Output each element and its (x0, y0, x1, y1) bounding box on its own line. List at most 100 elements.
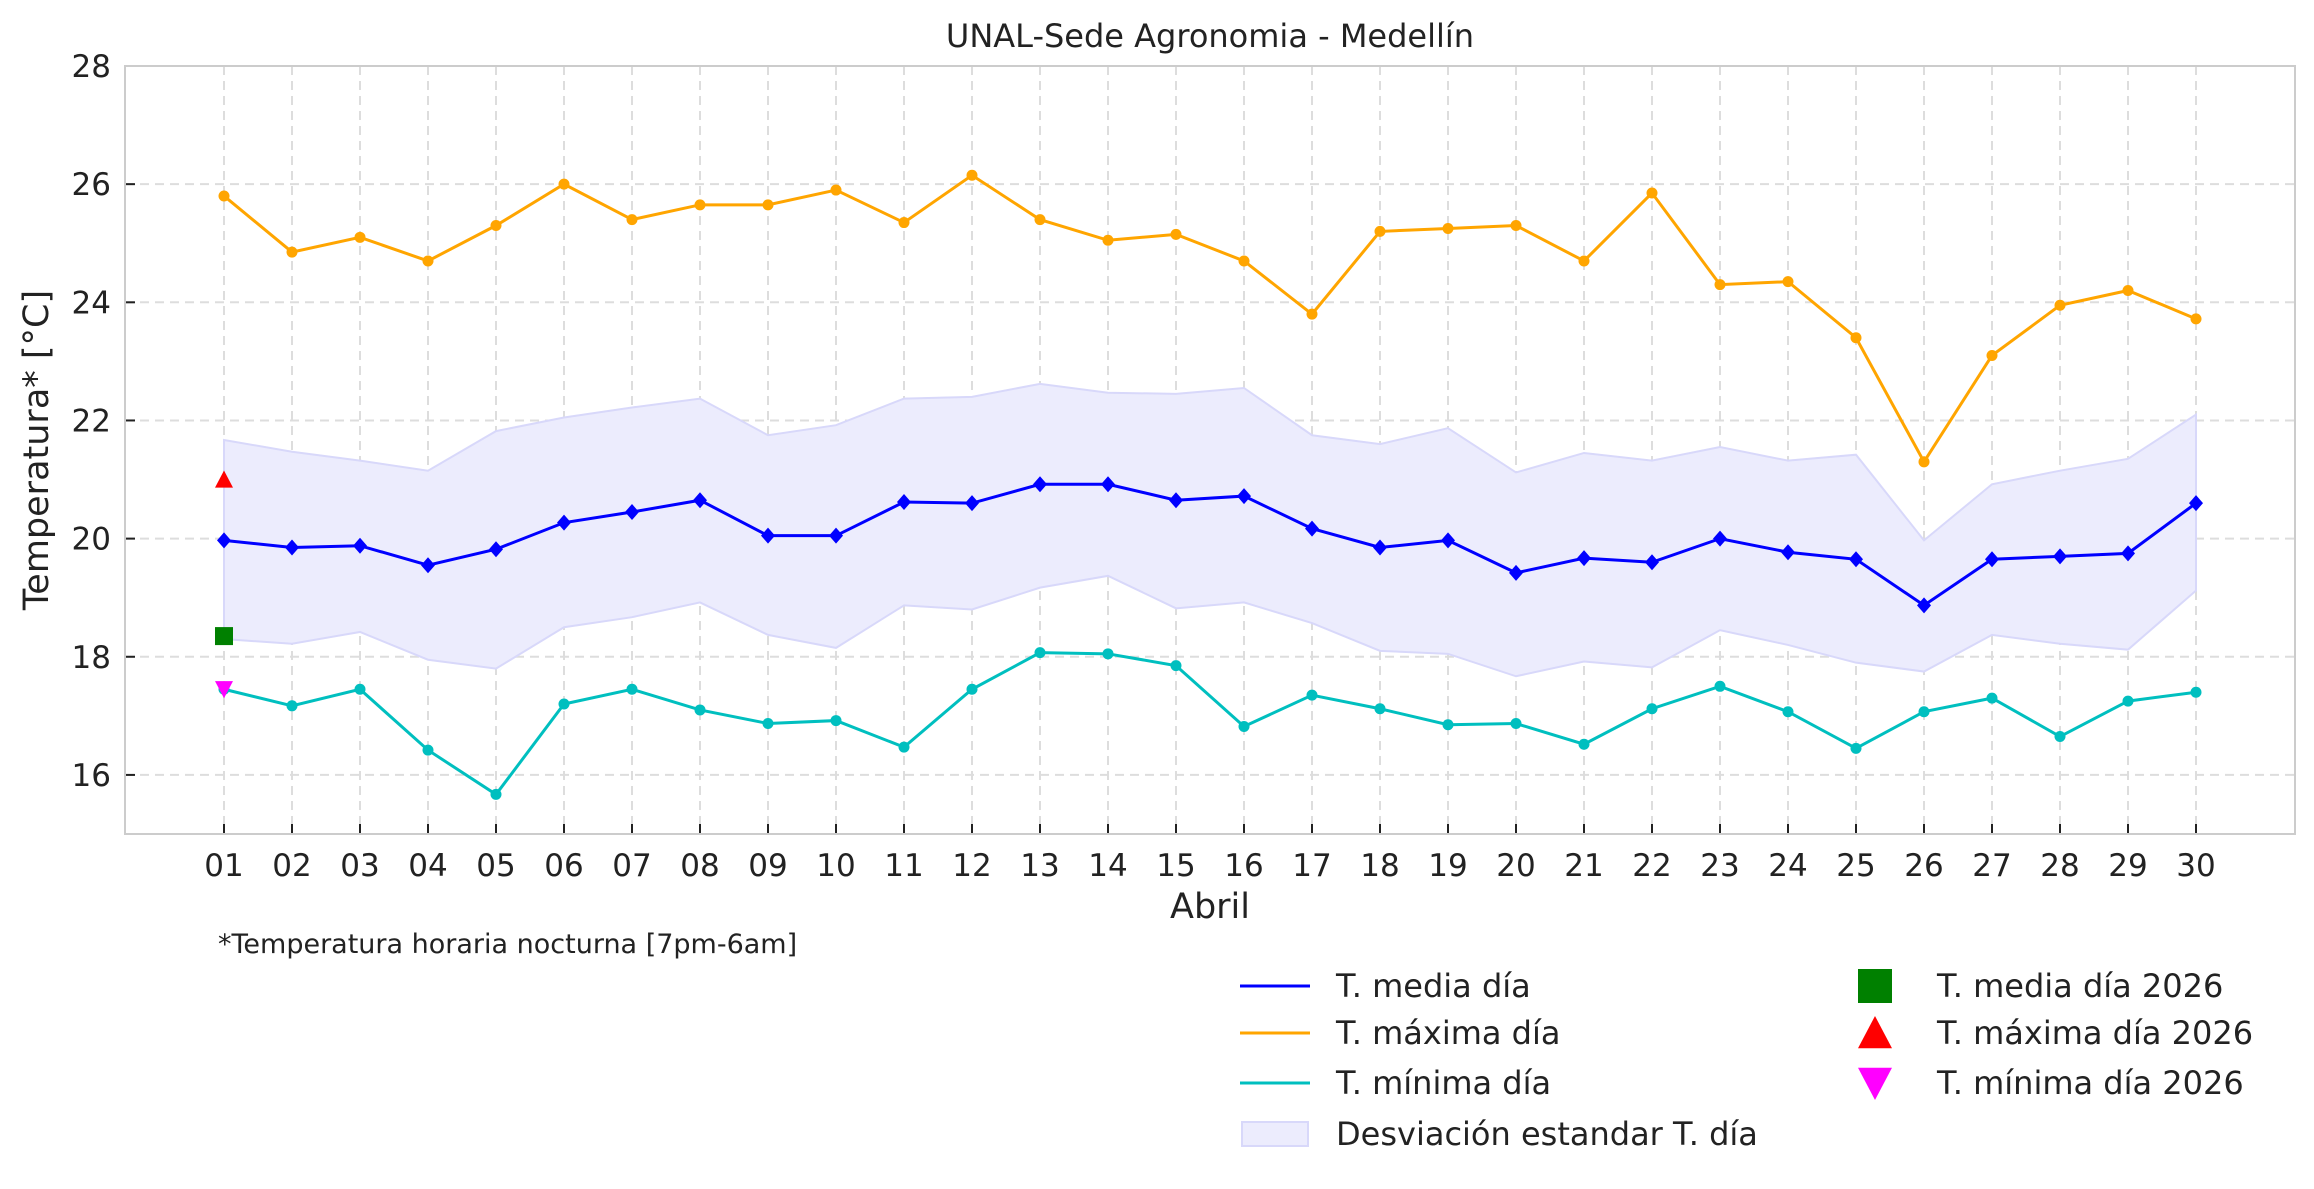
data-point (1850, 332, 1862, 344)
y-tick-label: 26 (72, 167, 111, 203)
x-tick-label: 17 (1292, 848, 1331, 884)
x-tick-label: 29 (2108, 848, 2147, 884)
legend: T. media día T. máxima día T. mínima día De… (1240, 967, 2253, 1153)
data-point (1102, 234, 1114, 246)
data-point (558, 698, 570, 710)
data-point (1374, 225, 1386, 237)
legend-label: T. máxima día 2026 (1936, 1014, 2253, 1052)
data-point (1102, 648, 1114, 660)
data-point (1238, 720, 1250, 732)
data-point (1306, 308, 1318, 320)
y-tick-label: 20 (72, 522, 111, 558)
data-point (217, 532, 231, 549)
data-point (422, 255, 434, 267)
footnote: *Temperatura horaria nocturna [7pm-6am] (218, 929, 797, 960)
data-point (2053, 548, 2067, 565)
data-point (489, 541, 503, 558)
std-deviation-band (223, 382, 2197, 678)
x-tick-label: 20 (1496, 848, 1535, 884)
data-point (557, 514, 571, 531)
x-tick-label: 09 (748, 848, 787, 884)
chart-title: UNAL-Sede Agronomia - Medellín (946, 17, 1474, 55)
data-point (286, 246, 298, 258)
data-point (2121, 545, 2135, 562)
data-point (626, 683, 638, 695)
data-point (1510, 718, 1522, 730)
data-point (490, 220, 502, 232)
x-tick-label: 05 (476, 848, 515, 884)
data-point (2054, 299, 2066, 311)
x-tick-label: 08 (680, 848, 719, 884)
data-point (1917, 597, 1931, 614)
legend-label: T. mínima día (1335, 1064, 1551, 1102)
data-point (2190, 313, 2202, 325)
data-point (2190, 686, 2202, 698)
data-point (626, 214, 638, 226)
data-point (830, 184, 842, 196)
legend-label: T. máxima día (1335, 1014, 1560, 1052)
data-point (1646, 703, 1658, 715)
data-point (898, 217, 910, 229)
data-point (1714, 279, 1726, 291)
data-point (421, 557, 435, 574)
x-tick-label: 02 (272, 848, 311, 884)
data-point (1986, 692, 1998, 704)
x-axis-label: Abril (1170, 887, 1250, 927)
series-mean (217, 476, 2203, 614)
x-tick-label: 14 (1088, 848, 1127, 884)
x-tick-label: 06 (544, 848, 583, 884)
x-tick-label: 24 (1768, 848, 1807, 884)
data-point (1714, 680, 1726, 692)
data-point (1033, 476, 1047, 493)
data-point (1374, 703, 1386, 715)
legend-label: T. media día 2026 (1936, 967, 2223, 1005)
x-tick-label: 10 (816, 848, 855, 884)
series-line (223, 651, 2197, 797)
y-tick-label: 24 (72, 285, 111, 321)
data-point (1849, 551, 1863, 568)
data-point (1237, 488, 1251, 505)
data-point (829, 527, 843, 544)
data-point (1442, 222, 1454, 234)
x-tick-label: 01 (204, 848, 243, 884)
data-point (1646, 187, 1658, 199)
data-point (353, 537, 367, 554)
data-point (218, 190, 230, 202)
x-tick-label: 16 (1224, 848, 1263, 884)
data-point (693, 492, 707, 509)
y-tick-label: 28 (72, 49, 111, 85)
data-point (1578, 738, 1590, 750)
data-point (761, 527, 775, 544)
legend-swatch (1241, 1121, 1309, 1147)
data-point (2122, 284, 2134, 296)
data-point (897, 493, 911, 510)
point-2026 (215, 627, 233, 646)
data-point (762, 718, 774, 730)
data-point (1578, 255, 1590, 267)
data-point (490, 788, 502, 800)
data-point (354, 231, 366, 243)
x-tick-label: 30 (2176, 848, 2215, 884)
x-tick-label: 28 (2040, 848, 2079, 884)
data-point (1306, 689, 1318, 701)
series-max (218, 169, 2202, 468)
data-point (1985, 551, 1999, 568)
data-point (286, 700, 298, 712)
data-point (1373, 539, 1387, 556)
data-point (1101, 476, 1115, 493)
data-point (1170, 660, 1182, 672)
x-tick-label: 11 (884, 848, 923, 884)
data-point (1645, 554, 1659, 571)
legend-label: T. media día (1335, 967, 1531, 1005)
plot-frame (124, 65, 2296, 835)
series-line (223, 482, 2197, 608)
data-point (285, 539, 299, 556)
x-tick-label: 21 (1564, 848, 1603, 884)
series-min (218, 647, 2202, 800)
data-point (965, 495, 979, 512)
data-point (1577, 550, 1591, 567)
x-tick-label: 25 (1836, 848, 1875, 884)
x-tick-label: 12 (952, 848, 991, 884)
data-point (1782, 276, 1794, 288)
data-point (422, 744, 434, 756)
